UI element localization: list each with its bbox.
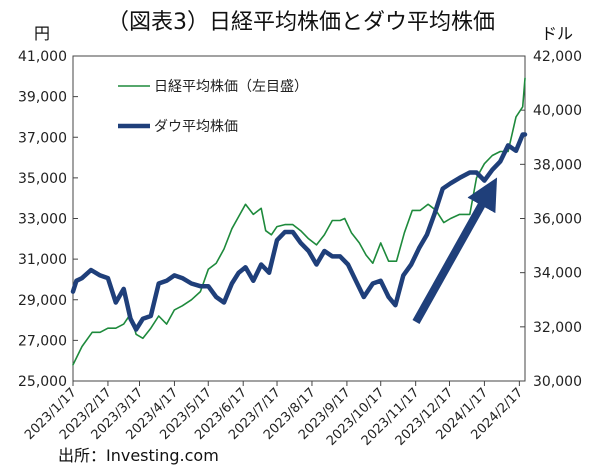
left-tick-label: 31,000 [18,252,67,268]
legend-label: ダウ平均株価 [154,119,238,135]
right-tick-label: 40,000 [533,103,582,119]
left-tick-label: 35,000 [18,171,67,187]
left-tick-label: 27,000 [18,333,67,349]
left-tick-label: 37,000 [18,130,67,146]
x-axis-ticks: 2023/1/172023/2/172023/3/172023/4/172023… [22,381,526,449]
left-tick-label: 29,000 [18,293,67,309]
series-line-1 [72,77,526,366]
axes: 25,000 27,000 29,000 31,000 33,000 35,000 37,0… [18,49,582,390]
right-tick-label: 34,000 [533,266,582,282]
series-layer [70,77,528,366]
right-axis-unit: ドル [541,24,574,43]
right-tick-label: 36,000 [533,212,582,228]
right-tick-label: 38,000 [533,157,582,173]
chart-title: （図表3）日経平均株価とダウ平均株価 [107,10,495,35]
right-tick-label: 42,000 [533,49,582,65]
left-tick-label: 41,000 [18,49,67,65]
left-tick-label: 39,000 [18,90,67,106]
source-note: 出所：Investing.com [58,446,219,465]
left-tick-label: 25,000 [18,374,67,390]
right-tick-label: 30,000 [533,374,582,390]
right-tick-label: 32,000 [533,320,582,336]
left-tick-label: 33,000 [18,212,67,228]
legend-label: 日経平均株価（左目盛） [154,79,308,95]
legend: 日経平均株価（左目盛） ダウ平均株価 [118,79,308,135]
plot-frame [72,55,526,382]
trend-arrow [412,177,498,324]
left-axis-unit: 円 [34,24,51,43]
series-line-2 [70,132,528,332]
